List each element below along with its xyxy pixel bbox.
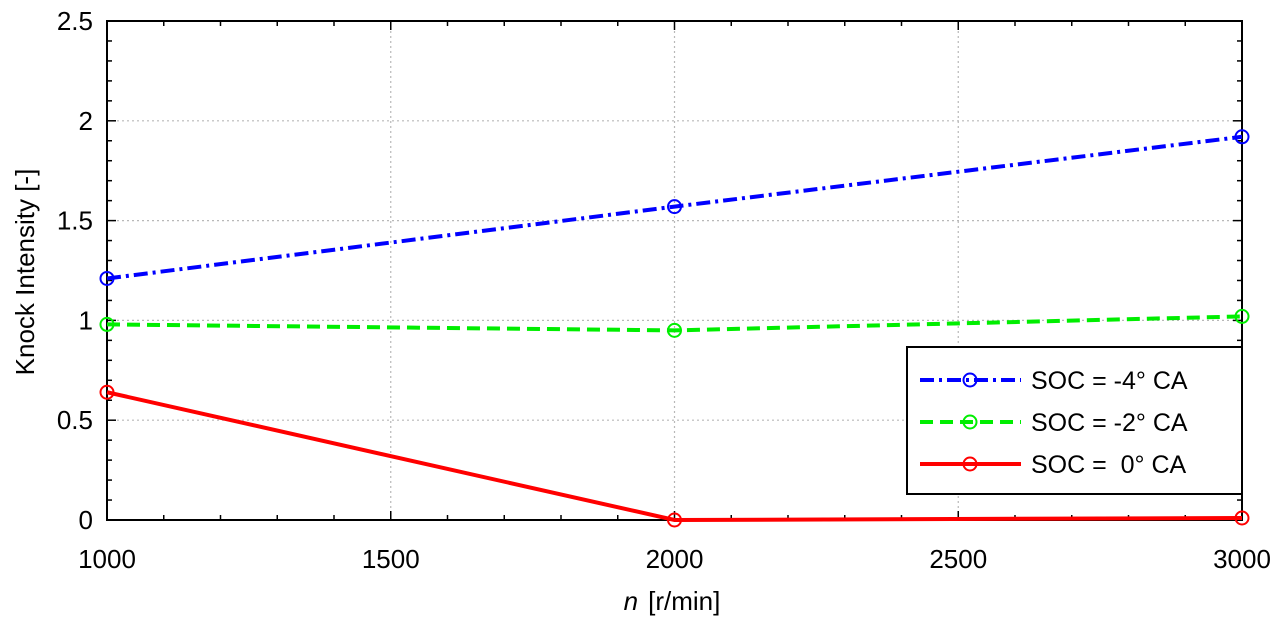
data-point <box>1234 129 1250 145</box>
data-point <box>99 316 115 332</box>
x-tick-label: 2000 <box>646 544 704 574</box>
data-point <box>667 199 682 215</box>
legend-label: SOC = 0° CA <box>1031 451 1187 479</box>
legend-swatch-marker <box>962 414 978 430</box>
legend-label: SOC = -4° CA <box>1031 367 1188 395</box>
series-line <box>106 134 1243 281</box>
x-tick-label: 3000 <box>1213 544 1271 574</box>
data-point <box>99 270 115 286</box>
series-1 <box>99 308 1250 338</box>
legend: SOC = -4° CA SOC = -2° CA SOC = 0° CA <box>906 346 1243 495</box>
legend-label: SOC = -2° CA <box>1031 409 1188 437</box>
y-tick-label: 1 <box>79 305 93 335</box>
data-point <box>667 322 682 338</box>
x-axis-variable: n <box>624 586 638 616</box>
y-tick-label: 0 <box>79 505 93 535</box>
y-tick-label: 1.5 <box>57 206 93 236</box>
series <box>99 129 1250 528</box>
series-2 <box>99 384 1250 528</box>
axes: 0 0.5 1 1.5 2 2.5 1000 1500 2000 2500 3000 <box>57 6 1271 574</box>
data-point <box>1234 308 1250 324</box>
data-point <box>667 512 682 528</box>
x-axis-unit: [r/min] <box>648 586 720 616</box>
legend-swatch-marker <box>962 456 978 472</box>
data-point <box>99 384 115 400</box>
x-axis-label: n [r/min] <box>624 586 721 616</box>
y-tick-label: 0.5 <box>57 405 93 435</box>
y-tick-label: 2 <box>79 106 93 136</box>
y-axis-label: Knock Intensity [-] <box>10 169 40 376</box>
series-line <box>106 390 1243 523</box>
x-tick-label: 1000 <box>78 544 136 574</box>
y-tick-label: 2.5 <box>57 6 93 36</box>
series-0 <box>99 129 1250 286</box>
x-tick-label: 2500 <box>929 544 987 574</box>
series-line <box>106 314 1243 333</box>
legend-swatch-marker <box>962 372 978 388</box>
data-point <box>1234 510 1250 526</box>
x-tick-label: 1500 <box>362 544 420 574</box>
